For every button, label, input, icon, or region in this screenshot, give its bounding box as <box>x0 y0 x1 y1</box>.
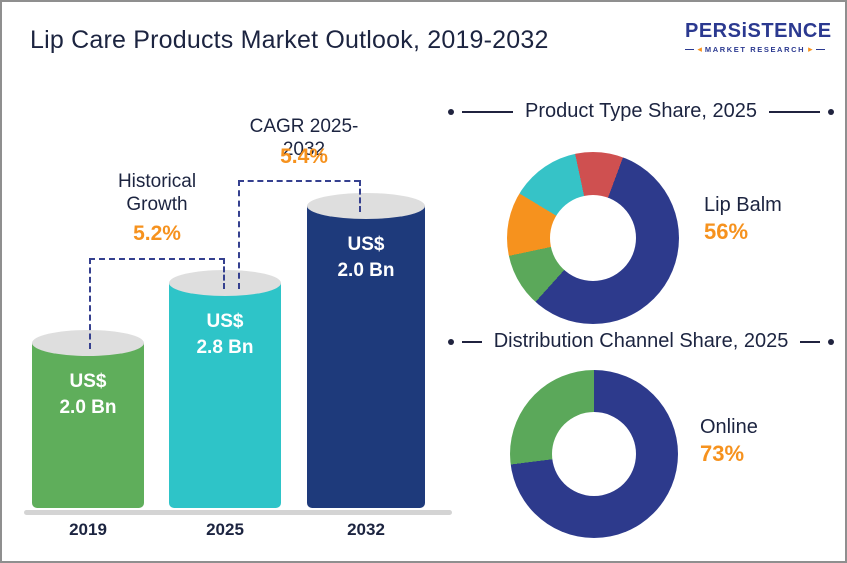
brand-logo: PERSiSTENCE ◂ MARKET RESEARCH ▸ <box>685 20 832 54</box>
tagline-line-left <box>685 49 695 50</box>
x-axis-label-2025: 2025 <box>206 520 244 539</box>
bar-2019: US$ 2.0 Bn <box>32 330 144 508</box>
section-header-distribution-channel: Distribution Channel Share, 2025 <box>448 330 835 353</box>
section-title-distribution-channel: Distribution Channel Share, 2025 <box>493 330 789 352</box>
bar-top-ellipse <box>169 270 281 296</box>
distribution-channel-donut-chart <box>510 370 678 538</box>
tagline-left-arrow-icon: ◂ <box>697 44 702 54</box>
divider-dot <box>448 108 454 115</box>
callout-value: 56% <box>704 219 749 244</box>
bar-top-ellipse <box>32 330 144 356</box>
divider-line <box>462 340 482 343</box>
product-type-callout: Lip Balm 56% <box>704 194 782 245</box>
bar-currency: US$ <box>347 234 385 255</box>
divider-dot <box>448 338 454 345</box>
callout-label: Lip Balm <box>704 194 782 216</box>
tagline-right-arrow-icon: ▸ <box>808 44 813 54</box>
bar-value-label: US$ 2.0 Bn <box>32 369 144 421</box>
tagline-line-right <box>815 49 826 50</box>
divider-line <box>769 110 821 113</box>
distribution-channel-callout: Online 73% <box>700 416 758 467</box>
historical-growth-label: Historical Growth <box>97 170 217 216</box>
bar-amount: 2.0 Bn <box>337 260 395 281</box>
section-header-product-type: Product Type Share, 2025 <box>448 100 835 123</box>
dash-connector <box>89 258 225 260</box>
x-axis-label-2019: 2019 <box>69 520 107 539</box>
bar-top-ellipse <box>307 193 425 219</box>
callout-value: 73% <box>700 441 745 466</box>
brand-tagline: MARKET RESEARCH <box>704 45 806 54</box>
bar-chart-baseline <box>24 510 452 515</box>
historical-growth-line2: Growth <box>126 194 188 215</box>
bar-amount: 2.0 Bn <box>59 397 117 418</box>
historical-growth-value: 5.2% <box>133 222 181 245</box>
brand-tagline-row: ◂ MARKET RESEARCH ▸ <box>685 44 826 54</box>
dash-connector <box>238 180 360 182</box>
bar-value-label: US$ 2.0 Bn <box>307 232 425 284</box>
dash-connector <box>359 180 361 212</box>
x-axis-label-2032: 2032 <box>347 520 385 539</box>
divider-dot <box>828 108 835 115</box>
dash-connector <box>238 180 240 289</box>
brand-name: PERSiSTENCE <box>685 20 832 42</box>
bar-currency: US$ <box>69 371 107 392</box>
divider-line <box>800 340 821 343</box>
page-title: Lip Care Products Market Outlook, 2019-2… <box>30 26 549 54</box>
bar-currency: US$ <box>206 311 244 332</box>
cagr-value: 5.4% <box>280 145 328 168</box>
bar-2025: US$ 2.8 Bn <box>169 270 281 508</box>
cagr-label: CAGR 2025-2032 <box>249 116 359 160</box>
divider-dot <box>828 338 835 345</box>
section-title-product-type: Product Type Share, 2025 <box>525 100 758 122</box>
bar-amount: 2.8 Bn <box>196 337 254 358</box>
product-type-donut-chart <box>507 152 679 324</box>
divider-line <box>462 110 513 113</box>
callout-label: Online <box>700 416 758 438</box>
dash-connector <box>89 258 91 349</box>
bar-value-label: US$ 2.8 Bn <box>169 309 281 361</box>
bar-2032: US$ 2.0 Bn <box>307 193 425 508</box>
historical-growth-line1: Historical <box>117 171 197 192</box>
dash-connector <box>223 258 225 289</box>
